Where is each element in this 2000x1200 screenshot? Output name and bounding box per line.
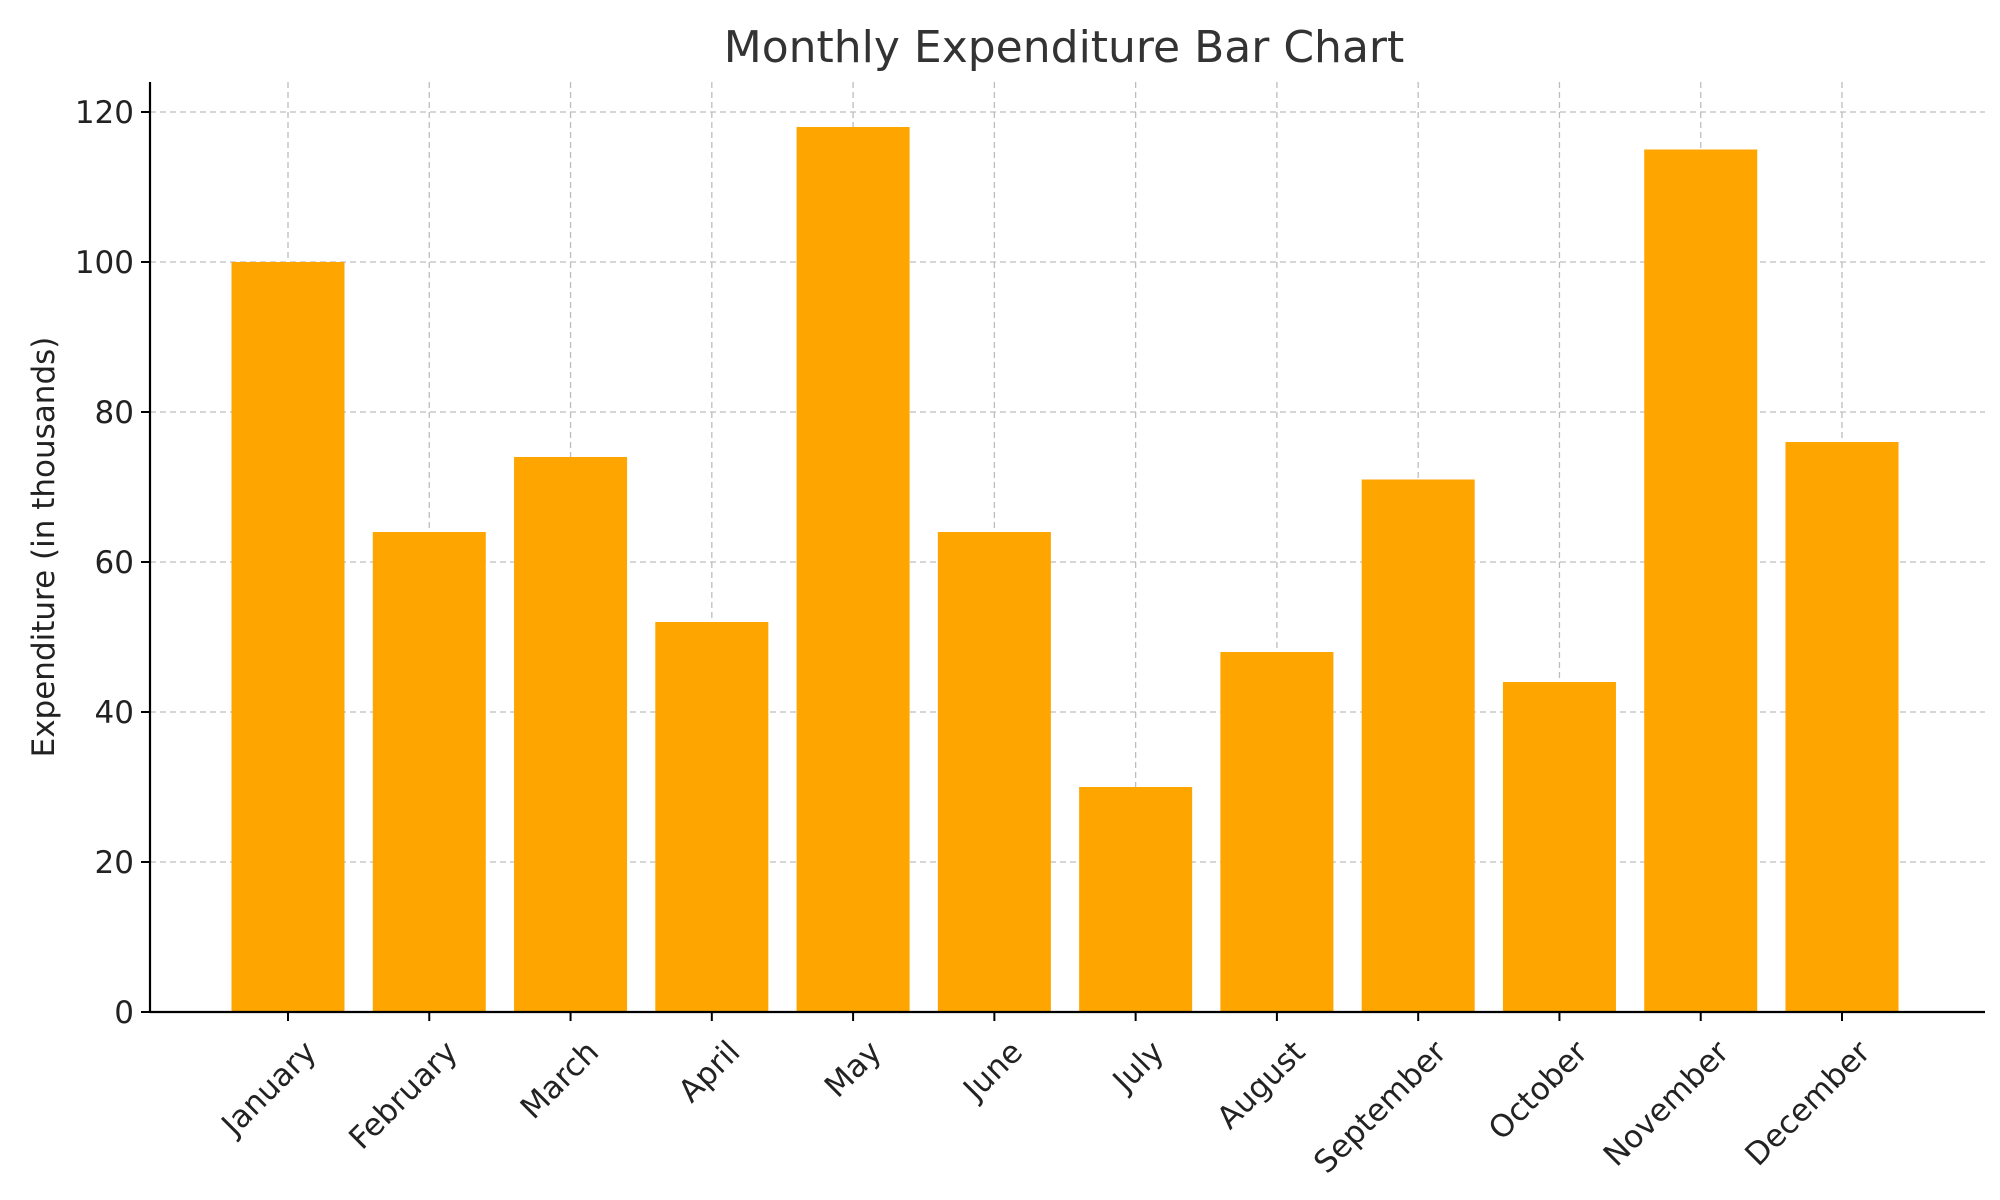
y-tick-label: 60 [95, 545, 134, 581]
x-tick-label: September [1307, 1034, 1454, 1181]
bar-february [372, 532, 486, 1012]
bar-october [1502, 682, 1616, 1012]
y-tick-label: 100 [75, 245, 134, 281]
y-tick-label: 120 [75, 95, 134, 131]
bar-april [655, 622, 769, 1012]
bar-may [796, 127, 910, 1012]
bar-august [1220, 652, 1334, 1012]
bar-march [514, 457, 628, 1012]
x-axis-ticks: January February March April May June July Augu… [214, 1012, 1878, 1181]
bar-november [1644, 149, 1758, 1012]
x-tick-label: June [955, 1034, 1030, 1109]
x-tick-label: November [1597, 1034, 1737, 1174]
x-tick-label: July [1105, 1034, 1171, 1100]
bar-december [1785, 442, 1899, 1012]
bar-july [1079, 787, 1193, 1012]
y-tick-label: 20 [95, 845, 134, 881]
y-tick-label: 0 [114, 995, 134, 1031]
axes [148, 82, 1985, 1014]
y-axis-ticks: 0 20 40 60 80 100 120 [75, 95, 150, 1031]
chart-title: Monthly Expenditure Bar Chart [724, 22, 1405, 73]
bar-january [231, 262, 345, 1012]
y-tick-label: 40 [95, 695, 134, 731]
x-tick-label: May [818, 1034, 889, 1105]
x-tick-label: March [514, 1034, 606, 1126]
x-tick-label: February [342, 1034, 465, 1157]
x-tick-label: October [1482, 1034, 1595, 1147]
x-tick-label: August [1210, 1034, 1312, 1136]
y-axis-label: Expenditure (in thousands) [26, 337, 62, 758]
x-tick-label: January [214, 1034, 324, 1144]
bar-september [1361, 479, 1475, 1012]
x-tick-label: April [672, 1034, 748, 1110]
x-tick-label: December [1738, 1034, 1877, 1173]
bar-june [937, 532, 1051, 1012]
y-tick-label: 80 [95, 395, 134, 431]
bars [231, 127, 1899, 1012]
